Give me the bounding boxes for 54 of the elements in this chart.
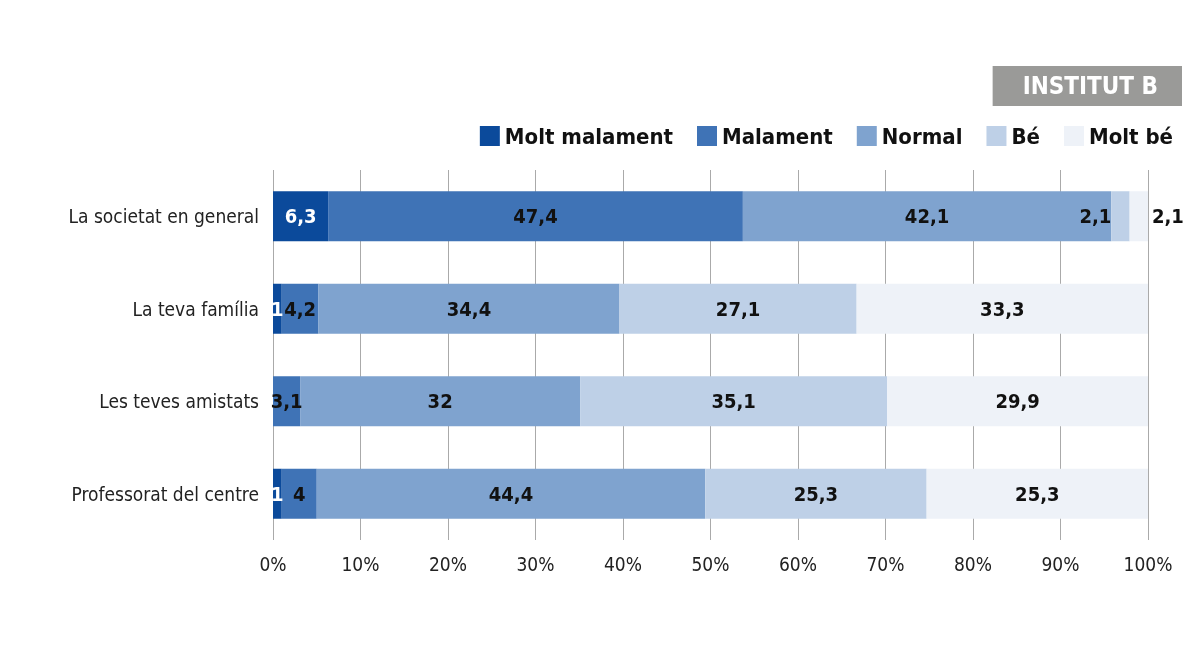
data-label: 29,9 — [995, 389, 1040, 414]
legend-label: Normal — [881, 123, 963, 149]
bar — [856, 283, 1148, 334]
y-tick-label: Les teves amistats — [99, 390, 260, 413]
data-label: 1 — [271, 481, 284, 506]
data-label: 25,3 — [1015, 481, 1060, 506]
legend-label: Malament — [721, 123, 834, 149]
x-tick-label: 80% — [954, 552, 992, 575]
y-tick-label: La societat en general — [68, 205, 259, 228]
x-tick-label: 90% — [1041, 552, 1080, 575]
legend-label: Molt malament — [504, 123, 674, 149]
data-label: 25,3 — [793, 481, 839, 506]
x-tick-label: 0% — [259, 552, 287, 575]
bar — [705, 468, 927, 519]
data-label: 1 — [271, 296, 284, 321]
data-label: 34,4 — [446, 296, 492, 321]
data-label: 27,1 — [715, 296, 761, 321]
y-tick-label: La teva família — [132, 297, 259, 320]
data-label: 44,4 — [488, 481, 534, 506]
x-tick-label: 20% — [429, 552, 467, 575]
x-tick-label: 30% — [516, 552, 555, 575]
data-label: 32 — [427, 389, 453, 414]
data-label: 2,1 — [1079, 204, 1112, 229]
data-label: 2,1 — [1152, 204, 1184, 229]
chart-title: INSTITUT B — [1022, 72, 1159, 100]
data-label: 35,1 — [711, 389, 756, 414]
x-tick-label: 50% — [691, 552, 730, 575]
data-label: 4 — [292, 481, 306, 506]
bar — [1129, 191, 1148, 242]
bar — [926, 468, 1148, 519]
data-label: 42,1 — [904, 204, 950, 229]
legend-label: Bé — [1011, 123, 1040, 149]
x-tick-label: 40% — [604, 552, 642, 575]
bar — [273, 191, 329, 242]
y-tick-label: Professorat del centre — [71, 482, 259, 505]
bar — [580, 376, 888, 427]
data-label: 47,4 — [513, 204, 558, 229]
bar — [619, 283, 857, 334]
x-tick-label: 60% — [779, 552, 817, 575]
bar — [316, 468, 706, 519]
x-tick-label: 10% — [341, 552, 380, 575]
bar — [1111, 191, 1130, 242]
bar — [887, 376, 1148, 427]
bar — [300, 376, 581, 427]
data-label: 33,3 — [980, 296, 1025, 321]
data-label: 6,3 — [284, 204, 317, 229]
bar — [281, 468, 317, 519]
legend-label: Molt bé — [1088, 123, 1174, 149]
x-tick-label: 100% — [1123, 552, 1173, 575]
bar — [328, 191, 743, 242]
bar — [318, 283, 620, 334]
bar — [742, 191, 1112, 242]
x-tick-label: 70% — [866, 552, 905, 575]
data-label: 4,2 — [284, 296, 317, 321]
